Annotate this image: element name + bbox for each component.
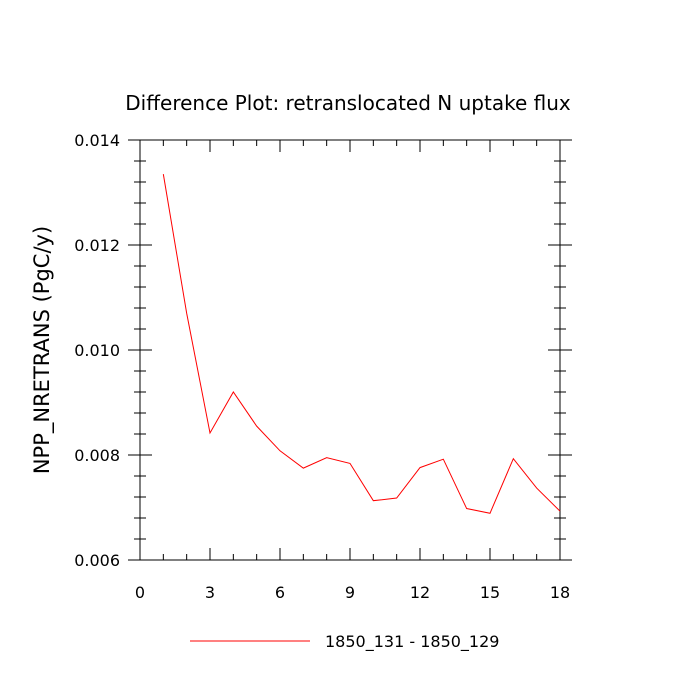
- x-tick-label: 15: [480, 583, 500, 602]
- y-tick-label: 0.006: [74, 551, 120, 570]
- y-tick-label: 0.014: [74, 131, 120, 150]
- x-tick-label: 9: [345, 583, 355, 602]
- chart-title: Difference Plot: retranslocated N uptake…: [125, 91, 571, 115]
- series-line-0: [162, 174, 561, 514]
- series-layer: [162, 174, 561, 514]
- x-tick-labels: 0 3 6 9 12 15 18: [135, 583, 570, 602]
- x-tick-label: 0: [135, 583, 145, 602]
- x-tick-label: 3: [205, 583, 215, 602]
- legend: 1850_131 - 1850_129: [190, 632, 499, 652]
- y-tick-label: 0.008: [74, 446, 120, 465]
- x-tick-label: 6: [275, 583, 285, 602]
- x-tick-label: 18: [550, 583, 570, 602]
- x-tick-label: 12: [410, 583, 430, 602]
- y-tick-label: 0.012: [74, 236, 120, 255]
- axis-ticks: [128, 139, 572, 561]
- legend-label: 1850_131 - 1850_129: [325, 632, 499, 652]
- y-axis-label: NPP_NRETRANS (PgC/y): [30, 226, 55, 474]
- y-tick-label: 0.010: [74, 341, 120, 360]
- y-tick-labels: 0.006 0.008 0.010 0.012 0.014: [74, 131, 120, 570]
